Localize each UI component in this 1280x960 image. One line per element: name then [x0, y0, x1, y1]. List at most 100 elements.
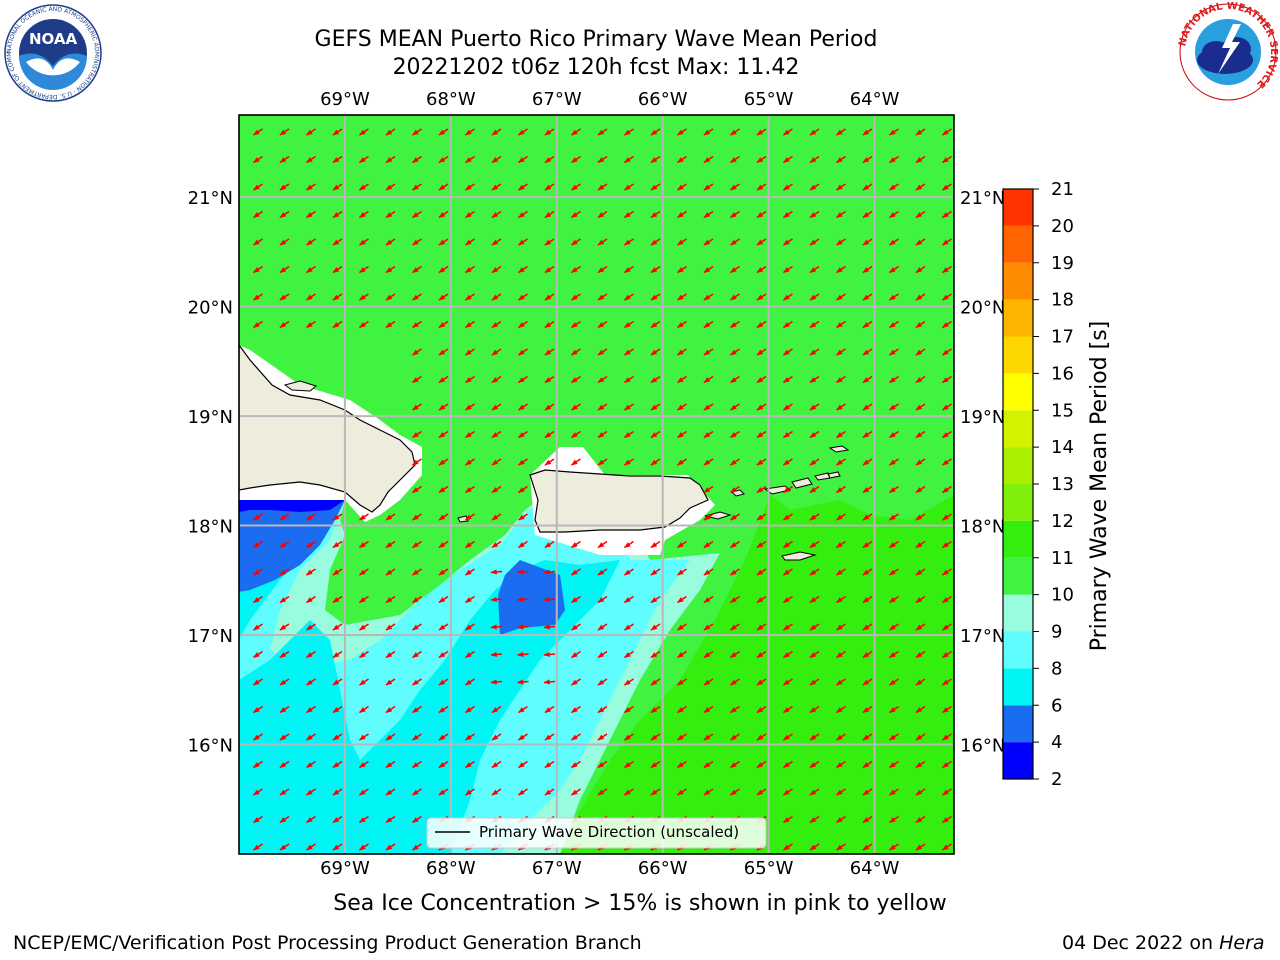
wave-arrow-611 — [544, 788, 555, 796]
wave-arrow-197 — [464, 320, 475, 329]
sea-ice-note: Sea Ice Concentration > 15% is shown in … — [333, 891, 947, 916]
wave-arrow-55 — [279, 183, 290, 191]
wave-arrow-515 — [862, 678, 873, 686]
wave-arrow-545 — [941, 705, 952, 714]
wave-arrow-62 — [464, 183, 475, 191]
wave-arrow-277 — [915, 403, 926, 411]
wave-arrow-605 — [385, 788, 396, 796]
wave-arrow-352 — [835, 513, 846, 521]
wave-arrow-346 — [517, 513, 528, 521]
wave-arrow-565 — [756, 733, 767, 741]
wave-arrow-71 — [703, 183, 714, 191]
lat-label-right-4: 20°N — [960, 298, 1005, 319]
wave-arrow-591 — [729, 760, 740, 769]
wave-arrow-254 — [862, 375, 873, 384]
wave-arrow-344 — [464, 513, 475, 521]
wave-arrow-426 — [650, 595, 661, 604]
wave-arrow-223 — [597, 348, 608, 356]
wave-arrow-648 — [809, 815, 820, 824]
wave-arrow-353 — [862, 513, 873, 521]
wave-arrow-371 — [623, 540, 634, 549]
wave-arrow-246 — [650, 375, 661, 384]
wave-arrow-83 — [305, 210, 316, 219]
wave-arrow-587 — [623, 760, 634, 769]
wave-arrow-117 — [491, 238, 502, 246]
wave-arrow-585 — [570, 760, 581, 769]
wave-arrow-240 — [491, 375, 502, 384]
lat-label-right-3: 19°N — [960, 407, 1005, 428]
wave-arrow-196 — [438, 320, 449, 329]
colorbar-tick-label-13: 18 — [1051, 290, 1074, 311]
wave-arrow-556 — [517, 733, 528, 741]
wave-arrow-622 — [835, 788, 846, 796]
wave-arrow-94 — [597, 210, 608, 219]
wave-arrow-25 — [915, 128, 926, 136]
colorbar-segment-0 — [1003, 742, 1033, 779]
wave-arrow-15 — [650, 128, 661, 136]
wave-arrow-434 — [862, 595, 873, 604]
wave-arrow-64 — [517, 183, 528, 191]
wave-arrow-660 — [411, 843, 422, 851]
wave-arrow-27 — [252, 155, 263, 164]
wave-arrow-347 — [703, 513, 714, 521]
wave-arrow-278 — [941, 403, 952, 411]
wave-arrow-108 — [252, 238, 263, 246]
wave-arrow-674 — [782, 843, 793, 851]
wave-arrow-245 — [623, 375, 634, 384]
wave-arrow-109 — [279, 238, 290, 246]
wave-arrow-2 — [305, 128, 316, 136]
wave-arrow-328 — [756, 485, 767, 494]
wave-arrow-355 — [915, 513, 926, 521]
wave-arrow-561 — [650, 733, 661, 741]
wave-arrow-593 — [782, 760, 793, 769]
wave-arrow-285 — [570, 430, 581, 439]
wave-arrow-612 — [570, 788, 581, 796]
wave-arrow-398 — [623, 568, 634, 576]
wave-arrow-56 — [305, 183, 316, 191]
wave-arrow-162 — [252, 293, 263, 301]
wave-arrow-264 — [570, 403, 581, 411]
wave-arrow-498 — [411, 678, 422, 686]
wave-arrow-231 — [809, 348, 820, 356]
wave-arrow-623 — [862, 788, 873, 796]
wave-arrow-221 — [544, 348, 555, 356]
wave-arrow-484 — [756, 650, 767, 659]
wave-arrow-181 — [756, 293, 767, 301]
wave-arrow-288 — [650, 430, 661, 439]
wave-arrow-365 — [464, 540, 475, 549]
wave-arrow-345 — [491, 513, 502, 521]
wave-arrow-407 — [862, 568, 873, 576]
colorbar-tick-label-15: 20 — [1051, 216, 1074, 237]
wave-arrow-170 — [464, 293, 475, 301]
lon-label-top-4: 65°W — [744, 89, 794, 110]
plot-frame — [238, 114, 955, 855]
map-legend: Primary Wave Direction (unscaled) — [426, 817, 767, 849]
wave-arrow-171 — [491, 293, 502, 301]
wave-arrow-186 — [888, 293, 899, 301]
wave-arrow-588 — [650, 760, 661, 769]
wave-arrow-676 — [835, 843, 846, 851]
wave-arrow-265 — [597, 403, 608, 411]
wave-arrow-594 — [809, 760, 820, 769]
legend-label: Primary Wave Direction (unscaled) — [479, 823, 739, 841]
colorbar-segment-7 — [1003, 484, 1033, 521]
wave-arrow-148 — [597, 265, 608, 274]
wave-arrow-457 — [756, 623, 767, 631]
wave-arrow-354 — [888, 513, 899, 521]
wave-arrow-551 — [385, 733, 396, 741]
wave-arrow-26 — [941, 128, 952, 136]
wave-arrow-44 — [703, 155, 714, 164]
wave-arrow-16 — [676, 128, 687, 136]
wave-arrow-120 — [570, 238, 581, 246]
wave-arrow-96 — [650, 210, 661, 219]
wave-arrow-307 — [597, 458, 608, 466]
wave-arrow-36 — [491, 155, 502, 164]
wave-arrow-316 — [835, 458, 846, 466]
wave-arrow-405 — [809, 568, 820, 576]
wave-arrow-362 — [385, 540, 396, 549]
wave-arrow-485 — [782, 650, 793, 659]
wave-arrow-380 — [862, 540, 873, 549]
wave-arrow-63 — [491, 183, 502, 191]
wave-arrow-6 — [411, 128, 422, 136]
wave-arrow-302 — [464, 458, 475, 466]
